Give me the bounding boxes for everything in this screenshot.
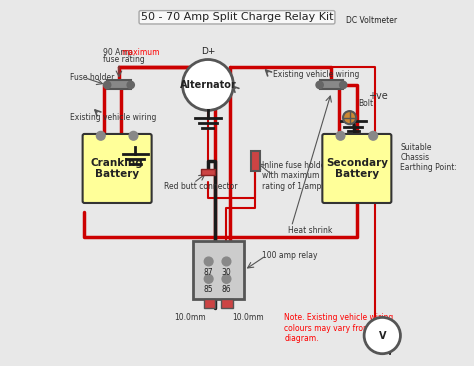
- Text: 87: 87: [204, 268, 213, 277]
- Text: Note. Existing vehicle wiring
colours may vary from this
diagram.: Note. Existing vehicle wiring colours ma…: [284, 313, 393, 343]
- Text: Cranking
Battery: Cranking Battery: [91, 158, 144, 179]
- Bar: [319, 81, 343, 89]
- Bar: [201, 169, 215, 175]
- Text: maximum: maximum: [121, 48, 159, 57]
- Text: +ve: +ve: [368, 91, 388, 101]
- Text: fuse rating: fuse rating: [102, 55, 145, 64]
- Text: Inline fuse holder
with maximum fuse
rating of 1 amp: Inline fuse holder with maximum fuse rat…: [263, 161, 338, 191]
- Text: 50 - 70 Amp Split Charge Relay Kit: 50 - 70 Amp Split Charge Relay Kit: [141, 12, 333, 22]
- Text: Existing vehicle wiring: Existing vehicle wiring: [70, 113, 156, 122]
- Circle shape: [103, 81, 111, 89]
- Circle shape: [129, 131, 138, 140]
- Text: Heat shrink: Heat shrink: [288, 226, 332, 235]
- Text: Fuse holder: Fuse holder: [70, 73, 114, 82]
- Text: Secondary
Battery: Secondary Battery: [326, 158, 388, 179]
- Text: DC Voltmeter: DC Voltmeter: [346, 16, 397, 25]
- Text: 100 amp relay: 100 amp relay: [263, 251, 318, 260]
- Circle shape: [369, 131, 378, 140]
- Circle shape: [182, 60, 233, 111]
- Text: Alternator: Alternator: [180, 80, 237, 90]
- FancyBboxPatch shape: [322, 134, 392, 203]
- Circle shape: [339, 81, 347, 89]
- Circle shape: [204, 257, 213, 266]
- Text: Suitable
Chassis
Earthing Point:: Suitable Chassis Earthing Point:: [401, 143, 457, 172]
- Text: V: V: [379, 330, 386, 340]
- Circle shape: [127, 81, 135, 89]
- Text: Bolt: Bolt: [359, 98, 374, 108]
- Bar: [221, 299, 233, 308]
- Text: D+: D+: [201, 47, 215, 56]
- Circle shape: [364, 317, 401, 354]
- Text: 86: 86: [222, 285, 231, 294]
- Circle shape: [343, 111, 356, 124]
- Bar: [251, 151, 260, 171]
- Bar: [203, 299, 215, 308]
- Circle shape: [336, 131, 345, 140]
- Text: 10.0mm: 10.0mm: [331, 135, 363, 144]
- FancyBboxPatch shape: [82, 134, 152, 203]
- Text: 90 Amp: 90 Amp: [102, 48, 135, 57]
- Circle shape: [222, 274, 231, 283]
- Circle shape: [316, 81, 323, 89]
- Bar: [193, 241, 244, 299]
- Text: 30: 30: [221, 268, 231, 277]
- Text: Red butt connector: Red butt connector: [164, 182, 238, 191]
- Circle shape: [222, 257, 231, 266]
- Text: 10.0mm: 10.0mm: [174, 313, 206, 322]
- Circle shape: [96, 131, 105, 140]
- Text: 10.0mm: 10.0mm: [232, 313, 264, 322]
- Circle shape: [204, 274, 213, 283]
- Text: Existing vehicle wiring: Existing vehicle wiring: [273, 70, 360, 79]
- Bar: [107, 81, 131, 89]
- Text: 85: 85: [204, 285, 213, 294]
